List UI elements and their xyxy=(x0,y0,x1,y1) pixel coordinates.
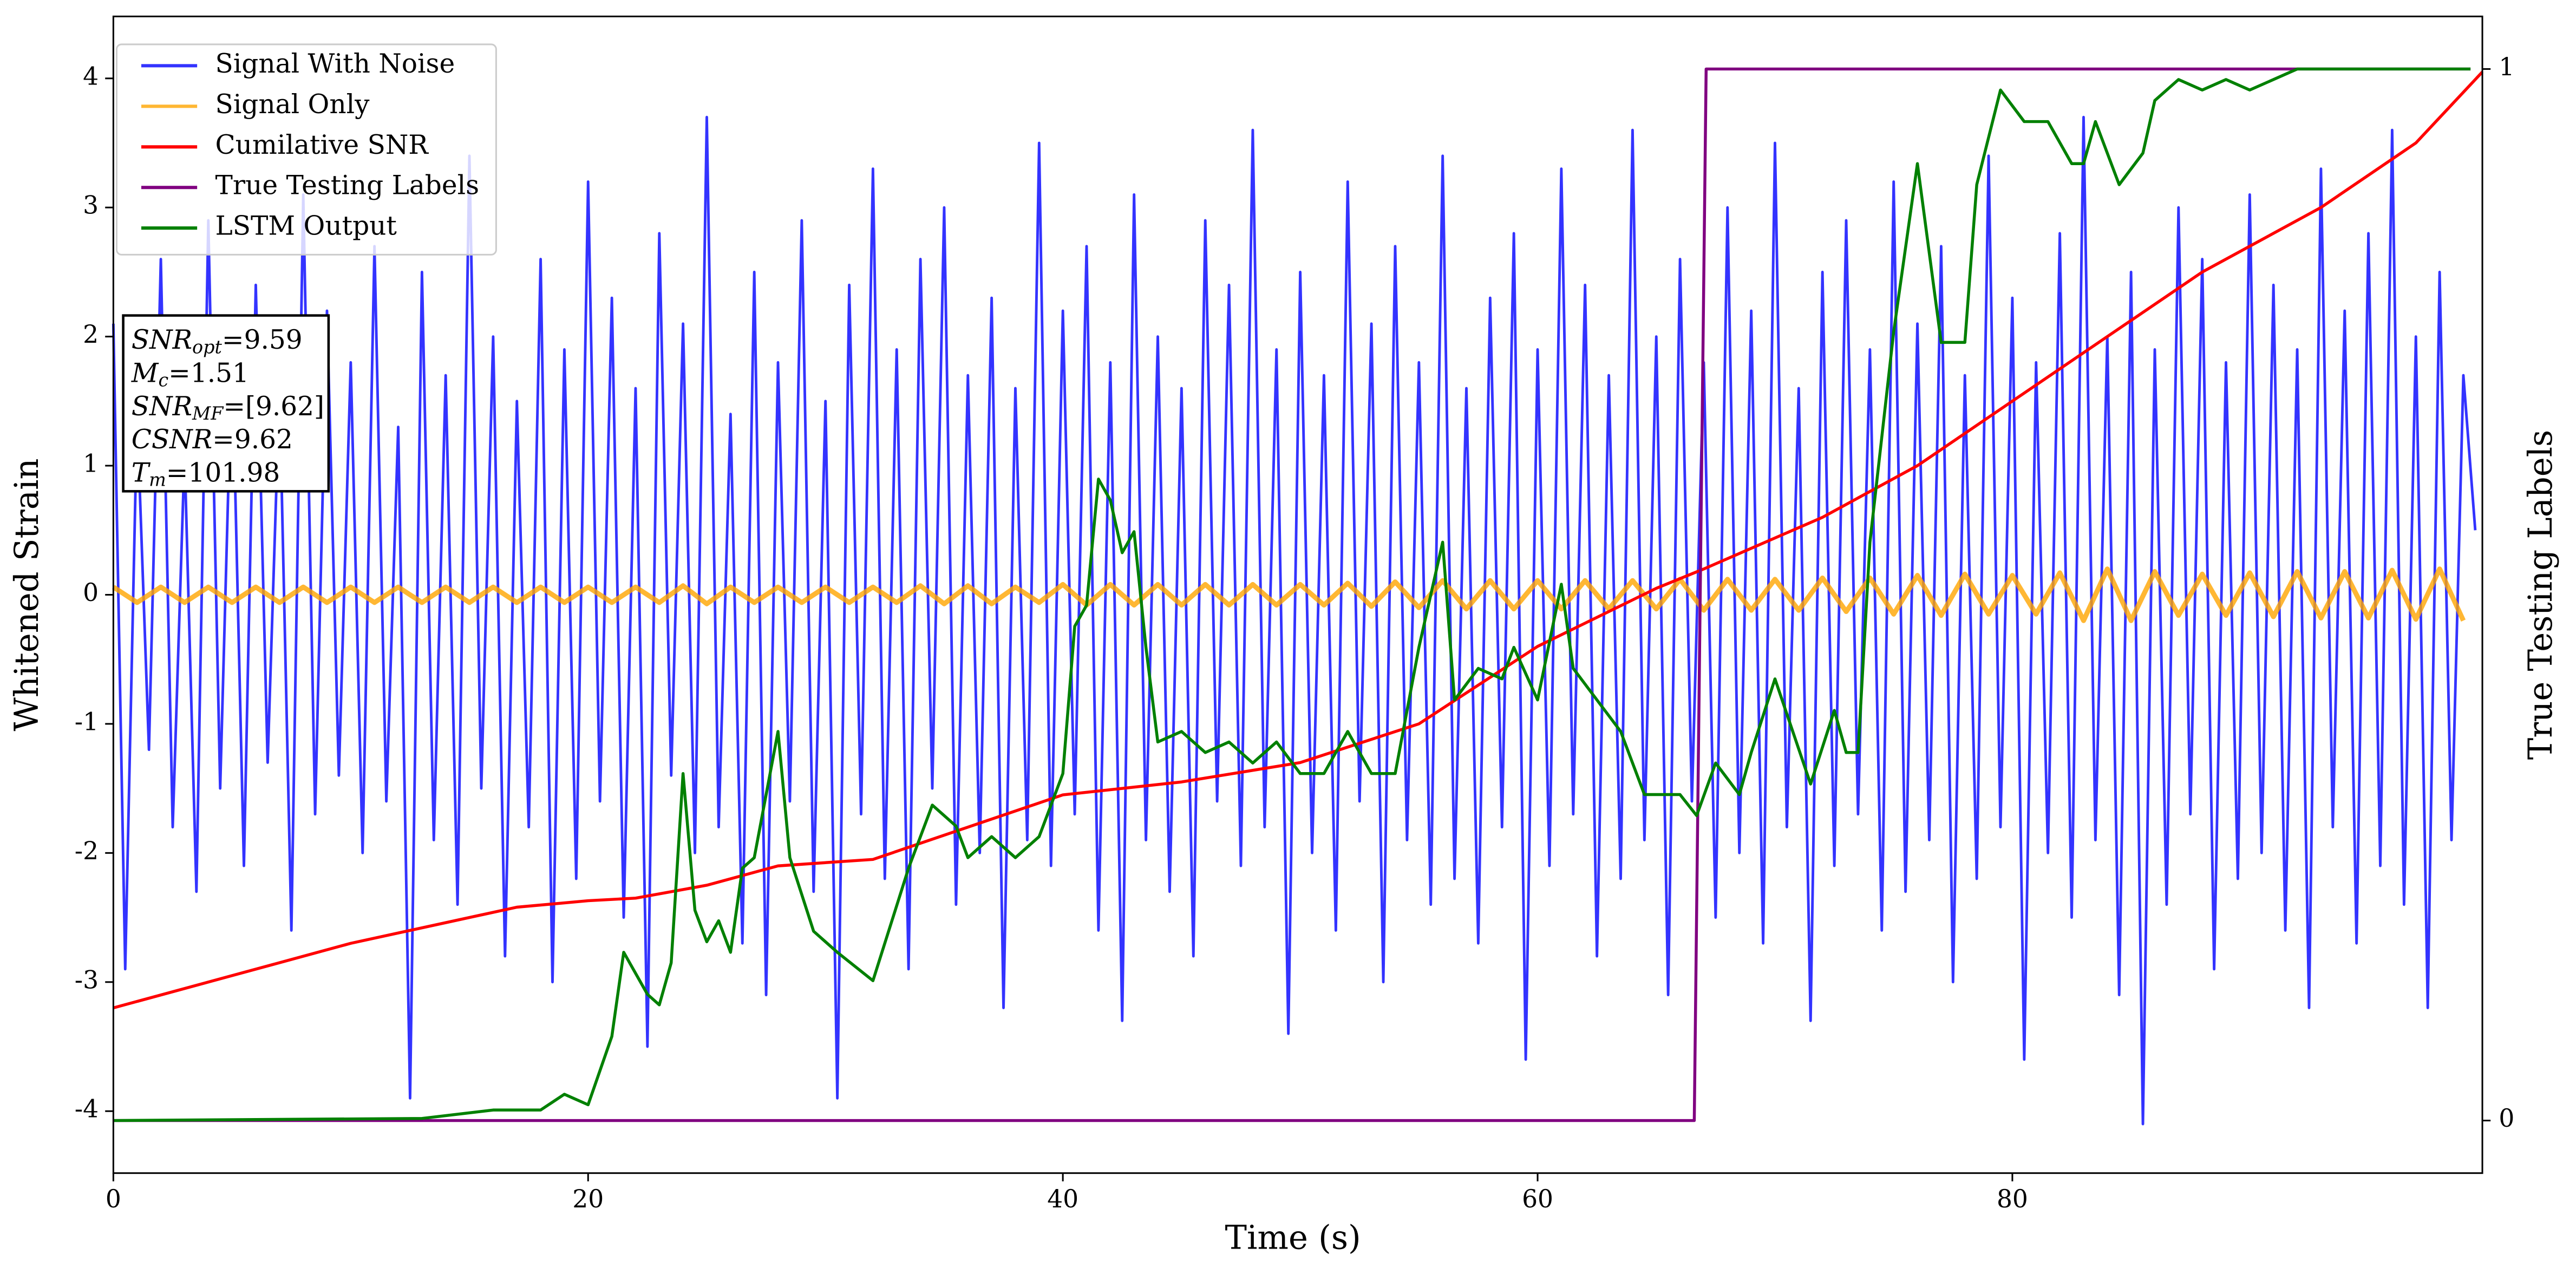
y-tick-label: -2 xyxy=(75,837,99,865)
x-tick-label: 60 xyxy=(1522,1185,1553,1213)
x-tick-label: 20 xyxy=(572,1185,604,1213)
y2-tick-label: 0 xyxy=(2499,1104,2514,1133)
stats-line: Mc=1.51 xyxy=(131,358,249,391)
stats-name: T xyxy=(132,458,151,488)
y-tick-label: 0 xyxy=(83,578,99,607)
y-tick-label: -1 xyxy=(75,707,99,736)
y-tick-label: 4 xyxy=(83,62,99,90)
stats-line: SNRopt=9.59 xyxy=(132,325,303,358)
legend: Signal With Noise Signal Only Cumilative S… xyxy=(115,43,497,256)
stats-name: SNR xyxy=(132,325,192,355)
stats-line: Tm=101.98 xyxy=(132,458,280,491)
y-tick-label: 2 xyxy=(83,320,99,349)
stats-subscript: opt xyxy=(192,336,222,357)
stats-subscript: MF xyxy=(192,403,224,424)
y-axis-label: Whitened Strain xyxy=(8,459,46,731)
x-axis-label: Time (s) xyxy=(1225,1219,1361,1257)
plot-area xyxy=(112,67,2484,1126)
x-tick-label: 40 xyxy=(1047,1185,1078,1213)
stats-line: SNRMF=[9.62] xyxy=(132,391,324,424)
stats-subscript: c xyxy=(158,370,168,391)
stats-box: SNRopt=9.59Mc=1.51SNRMF=[9.62]CSNR=9.62T… xyxy=(122,314,330,493)
y2-tick-label: 1 xyxy=(2499,53,2514,81)
stats-value: =[9.62] xyxy=(223,391,324,421)
series-line xyxy=(113,71,2484,1010)
stats-name: SNR xyxy=(132,391,192,421)
x-tick-label: 80 xyxy=(1997,1185,2028,1213)
legend-label: True Testing Labels xyxy=(215,171,480,201)
series-line xyxy=(113,67,2471,1122)
x-tick-label: 0 xyxy=(106,1185,121,1213)
stats-value: =9.59 xyxy=(222,325,303,355)
legend-label: Signal Only xyxy=(215,89,370,120)
series-line xyxy=(112,115,2477,1126)
stats-value: =101.98 xyxy=(166,458,280,488)
stats-line: CSNR=9.62 xyxy=(132,424,293,455)
y2-axis-label: True Testing Labels xyxy=(2522,430,2560,760)
stats-value: =9.62 xyxy=(212,424,293,455)
stats-subscript: m xyxy=(149,469,166,491)
series-line xyxy=(113,67,2471,1122)
legend-label: Cumilative SNR xyxy=(215,130,429,160)
stats-name: M xyxy=(131,358,159,388)
legend-label: LSTM Output xyxy=(215,211,397,241)
stats-name: CSNR xyxy=(132,424,212,455)
y-tick-label: 1 xyxy=(83,449,99,478)
y-tick-label: -3 xyxy=(75,965,99,994)
y-tick-label: -4 xyxy=(75,1095,99,1123)
y-tick-label: 3 xyxy=(83,191,99,220)
legend-label: Signal With Noise xyxy=(215,49,455,79)
stats-frame xyxy=(122,314,330,493)
series-line xyxy=(112,566,2466,623)
legend-box xyxy=(115,43,497,256)
stats-value: =1.51 xyxy=(168,358,249,388)
